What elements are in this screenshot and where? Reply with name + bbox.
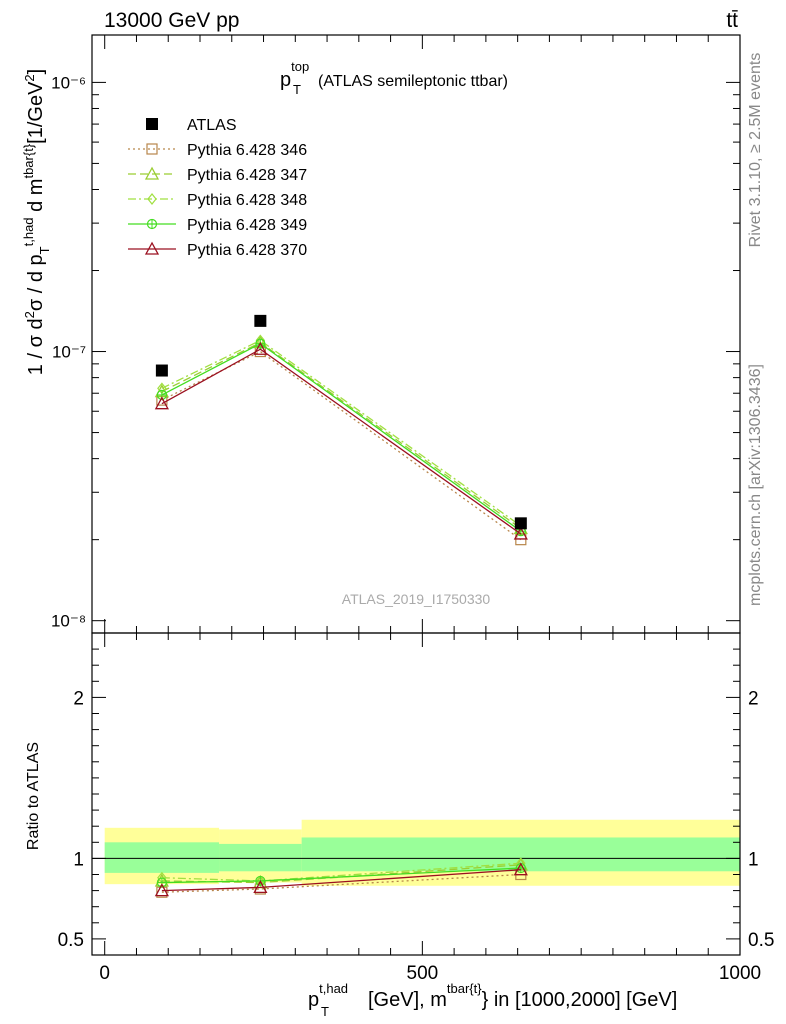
title-rest: (ATLAS semileptonic ttbar) — [318, 73, 508, 90]
main-series-line-1 — [161, 350, 522, 541]
xtick-label: 1000 — [719, 963, 761, 984]
main-point-5-1 — [253, 341, 268, 355]
legend-label-0: ATLAS — [187, 117, 237, 134]
legend: ATLAS Pythia 6.428 346 Pythia 6.428 347 Pyt… — [128, 117, 307, 259]
svg-text:T: T — [321, 1004, 329, 1019]
ratio-point-4-2 — [513, 862, 528, 876]
ratio-frame — [91, 632, 741, 956]
ratio-ytick-label-right: 1 — [748, 849, 759, 870]
title-sub: T — [293, 82, 301, 97]
svg-text:1 / σ d2σ / d pTt,had d mtbar{: 1 / σ d2σ / d pTt,had d mtbar{t}[1/GeV2] — [21, 69, 52, 375]
legend-marker-3 — [147, 193, 157, 205]
title-sup: top — [291, 59, 309, 74]
main-ytick-label: 10⁻⁷ — [52, 343, 86, 362]
ratio-series-layer — [154, 857, 528, 898]
main-series-line-5 — [161, 348, 522, 535]
mcplots-label: mcplots.cern.ch [arXiv:1306.3436] — [747, 364, 764, 606]
xlabel: pt,had T [GeV], mtbar{t}} in [1000,2000]… — [308, 981, 677, 1019]
legend-label-1: Pythia 6.428 346 — [187, 142, 307, 159]
legend-marker-0 — [146, 118, 158, 130]
main-series-0 — [155, 314, 527, 530]
legend-item-4: Pythia 6.428 349 — [128, 217, 307, 234]
main-series-3 — [157, 334, 526, 532]
ratio-axis-ticks: 0.5 0.5 1 1 2 2 0 500 1000 — [58, 633, 774, 984]
main-point-0-2 — [514, 517, 527, 530]
main-series-line-3 — [161, 339, 522, 527]
legend-marker-2 — [144, 166, 160, 180]
main-point-0-1 — [254, 314, 267, 327]
xtick-label: 500 — [407, 963, 439, 984]
green-band-0 — [104, 842, 220, 873]
ratio-ylabel: Ratio to ATLAS — [25, 742, 42, 850]
rivet-label: Rivet 3.1.10, ≥ 2.5M events — [747, 53, 764, 248]
main-series-4 — [156, 338, 526, 537]
ratio-series-4 — [154, 862, 528, 897]
legend-item-1: Pythia 6.428 346 — [128, 142, 307, 159]
xtick-label: 0 — [99, 963, 110, 984]
svg-text:[GeV], mtbar{t}} in [1000,2000: [GeV], mtbar{t}} in [1000,2000] [GeV] — [368, 981, 677, 1011]
legend-item-0: ATLAS — [146, 117, 237, 134]
main-ylabel: 1 / σ d2σ / d pTt,had d mtbar{t}[1/GeV2] — [21, 69, 52, 375]
main-point-5-2 — [513, 526, 528, 540]
legend-item-5: Pythia 6.428 370 — [128, 241, 307, 259]
ratio-uncertainty-bands — [92, 819, 740, 886]
legend-item-2: Pythia 6.428 347 — [128, 166, 307, 184]
legend-label-5: Pythia 6.428 370 — [187, 242, 307, 259]
svg-text:ptop: ptop — [280, 59, 309, 91]
main-title: ptop T (ATLAS semileptonic ttbar) — [280, 59, 508, 97]
ratio-ytick-label-right: 2 — [748, 688, 759, 709]
ratio-ytick-label: 2 — [73, 688, 84, 709]
main-series-layer — [154, 314, 528, 546]
analysis-watermark: ATLAS_2019_I1750330 — [342, 591, 491, 607]
ratio-point-4-1 — [253, 880, 268, 894]
ratio-point-4-0 — [154, 883, 169, 897]
main-series-2 — [154, 335, 528, 535]
main-series-5 — [154, 341, 528, 540]
legend-item-3: Pythia 6.428 348 — [128, 192, 307, 209]
legend-marker-5 — [144, 241, 160, 255]
legend-label-4: Pythia 6.428 349 — [187, 217, 307, 234]
title-p: p — [280, 69, 291, 91]
ratio-ytick-label: 0.5 — [58, 930, 84, 951]
main-ytick-label: 10⁻⁸ — [51, 612, 86, 631]
ratio-ytick-label: 1 — [73, 849, 84, 870]
main-point-5-0 — [154, 396, 169, 410]
header-right: tt̄ — [726, 9, 738, 32]
legend-label-2: Pythia 6.428 347 — [187, 167, 307, 184]
legend-label-3: Pythia 6.428 348 — [187, 192, 307, 209]
legend-marker-1 — [146, 143, 158, 155]
green-band-1 — [219, 843, 302, 872]
ratio-series-line-4 — [161, 869, 521, 892]
main-series-line-4 — [161, 342, 522, 532]
main-point-0-0 — [155, 364, 168, 377]
main-ytick-label: 10⁻⁶ — [51, 73, 86, 92]
main-series-line-2 — [161, 341, 522, 530]
header-left: 13000 GeV pp — [104, 9, 239, 32]
ratio-ytick-label-right: 0.5 — [748, 930, 774, 951]
